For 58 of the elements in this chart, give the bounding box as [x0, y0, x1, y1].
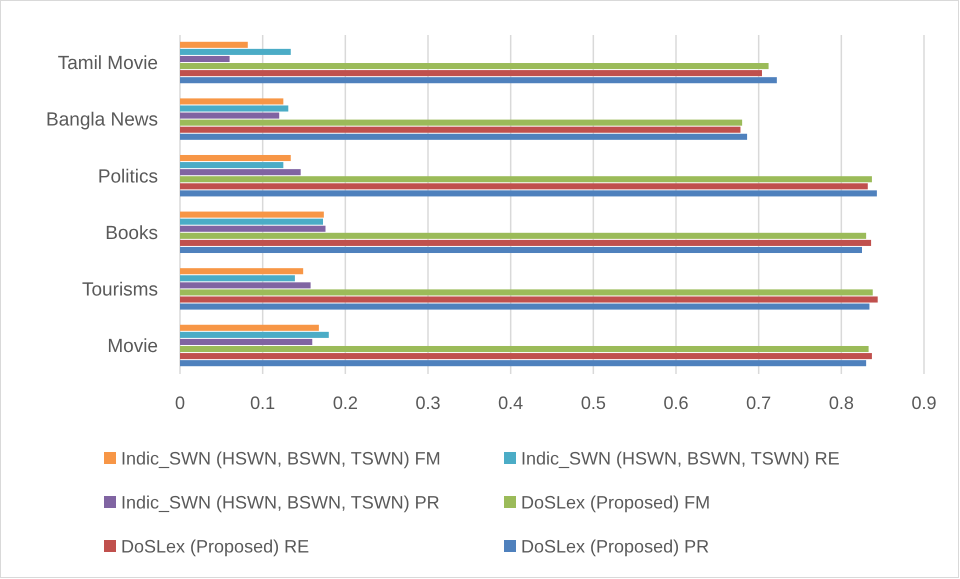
bar: [180, 275, 295, 282]
bar: [180, 212, 324, 218]
bar: [180, 77, 777, 84]
legend-label: Indic_SWN (HSWN, BSWN, TSWN) FM: [121, 448, 441, 468]
y-tick-label: Books: [105, 222, 158, 244]
bar: [180, 126, 740, 133]
bar: [180, 289, 873, 296]
bar: [180, 240, 872, 246]
bar: [180, 42, 248, 48]
bar: [180, 282, 311, 288]
bar: [180, 226, 326, 232]
bar: [180, 304, 870, 310]
bar: [180, 134, 748, 140]
y-tick-label: Politics: [98, 166, 158, 188]
bar: [180, 246, 862, 254]
legend-label: DoSLex (Proposed) FM: [521, 492, 710, 512]
bar: [180, 63, 769, 70]
bar: [180, 48, 291, 55]
bar: [180, 56, 230, 62]
x-tick-label: 0.3: [415, 392, 441, 413]
legend-label: Indic_SWN (HSWN, BSWN, TSWN) RE: [521, 448, 840, 468]
x-tick-label: 0.1: [250, 392, 276, 413]
bar: [180, 346, 869, 352]
bar: [180, 70, 762, 76]
bar: [180, 338, 312, 345]
x-tick-label: 0.7: [746, 392, 772, 413]
bar: [180, 232, 866, 239]
x-tick-label: 0.9: [911, 392, 937, 413]
bar: [180, 360, 866, 366]
y-tick-label: Tourisms: [82, 279, 158, 300]
bar: [180, 162, 284, 168]
x-tick-label: 0.8: [828, 392, 854, 413]
bar: [180, 105, 288, 112]
bar: [180, 324, 319, 331]
legend-label: DoSLex (Proposed) RE: [121, 536, 310, 556]
bar: [180, 176, 872, 182]
bar: [180, 296, 878, 303]
x-tick-label: 0.2: [332, 392, 358, 413]
bar: [180, 353, 872, 360]
bar: [180, 154, 291, 162]
y-tick-label: Movie: [107, 336, 158, 358]
bar: [180, 183, 868, 190]
y-tick-label: Bangla News: [46, 110, 158, 131]
bar: [180, 332, 329, 338]
bar: [180, 112, 280, 119]
bar: [180, 98, 284, 104]
bar: [180, 268, 304, 274]
x-tick-label: 0.6: [663, 392, 689, 413]
x-tick-label: 0.5: [580, 392, 606, 413]
legend-label: Indic_SWN (HSWN, BSWN, TSWN) PR: [121, 492, 440, 512]
bar: [180, 120, 742, 126]
bar: [180, 218, 324, 225]
bar: [180, 169, 301, 176]
legend-label: DoSLex (Proposed) PR: [521, 536, 710, 556]
y-tick-label: Tamil Movie: [58, 53, 158, 74]
x-tick-label: 0.4: [498, 392, 524, 413]
bar: [180, 190, 877, 196]
x-tick-label: 0: [174, 392, 186, 413]
